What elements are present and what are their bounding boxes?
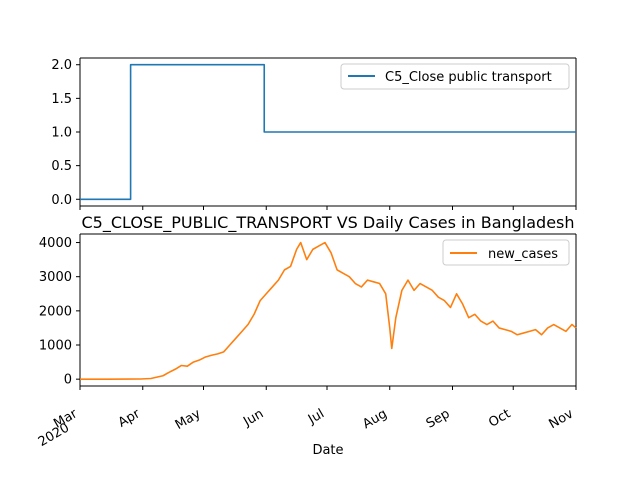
y-tick-label: 2.0 xyxy=(51,58,72,73)
y-tick-label: 0.0 xyxy=(51,193,72,208)
x-tick-label: Oct xyxy=(486,406,513,430)
legend-bottom-box xyxy=(442,239,570,266)
x-tick-label: Sep xyxy=(424,406,453,431)
chart-title: C5_CLOSE_PUBLIC_TRANSPORT VS Daily Cases… xyxy=(81,213,574,233)
y-tick-label: 2000 xyxy=(39,304,72,319)
x-tick-label: Nov xyxy=(547,406,577,432)
top-y-ticks: 0.0 0.5 1.0 1.5 2.0 xyxy=(51,58,80,208)
bottom-y-ticks: 0 1000 2000 3000 4000 xyxy=(39,236,80,388)
top-x-ticks xyxy=(79,206,577,210)
y-tick-label: 3000 xyxy=(39,270,72,285)
y-tick-label: 1.0 xyxy=(51,126,72,141)
x-tick-label: May xyxy=(173,406,204,433)
y-tick-label: 4000 xyxy=(39,236,72,251)
legend-bottom-label: new_cases xyxy=(488,247,558,262)
bottom-series xyxy=(80,241,577,380)
legend-top: C5_Close public transport xyxy=(340,63,570,90)
y-tick-label: 0 xyxy=(64,373,72,388)
x-tick-label: Aug xyxy=(360,406,389,432)
legend-top-box xyxy=(340,63,570,90)
x-tick-label: Jun xyxy=(240,406,266,430)
y-tick-label: 1000 xyxy=(39,339,72,354)
legend-bottom: new_cases xyxy=(442,239,570,266)
y-tick-label: 0.5 xyxy=(51,159,72,174)
top-series xyxy=(80,63,576,201)
series-line-new_cases xyxy=(80,241,577,380)
x-tick-label: Apr xyxy=(116,406,144,431)
series-line-C5_Close public transport xyxy=(80,63,576,201)
x-tick-label: Jul xyxy=(305,406,327,427)
y-tick-label: 1.5 xyxy=(51,92,72,107)
subplot-transport: 0.0 0.5 1.0 1.5 2.0 C5_Close public transpor… xyxy=(51,57,577,210)
legend-top-label: C5_Close public transport xyxy=(385,70,552,85)
x-axis-label: Date xyxy=(312,443,343,458)
